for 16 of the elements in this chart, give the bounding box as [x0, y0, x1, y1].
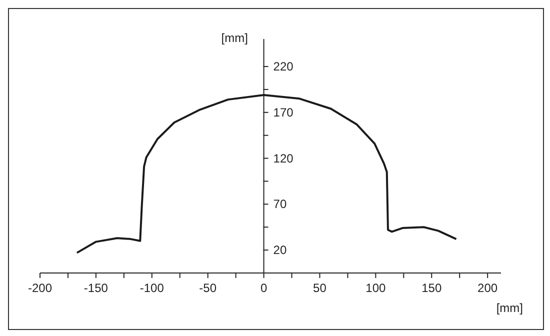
y-tick-label: 170 [273, 105, 294, 120]
y-tick-label: 20 [273, 243, 287, 258]
x-tick-label: -100 [140, 281, 164, 295]
y-tick-label: 120 [273, 151, 294, 166]
x-tick-label: 200 [478, 281, 498, 295]
x-tick-label: 100 [366, 281, 386, 295]
x-tick-label: 50 [313, 281, 327, 295]
x-tick-label: -150 [84, 281, 108, 295]
x-tick-label: 0 [260, 281, 268, 295]
y-axis-title: [mm] [221, 31, 248, 45]
x-tick-label: -200 [28, 281, 52, 295]
x-tick-label: -50 [199, 281, 217, 295]
x-tick-label: 150 [422, 281, 442, 295]
y-tick-label: 220 [273, 60, 294, 74]
y-tick-label: 70 [273, 197, 287, 212]
x-axis-title: [mm] [496, 301, 523, 315]
